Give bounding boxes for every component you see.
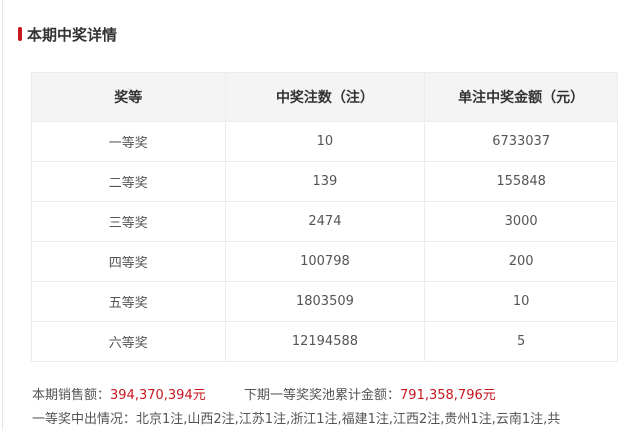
left-border (2, 0, 3, 430)
cell-amount: 3000 (424, 201, 618, 242)
cell-amount: 155848 (424, 161, 618, 202)
cell-count: 2474 (224, 201, 426, 242)
first-prize-distribution: 一等奖中出情况：北京1注,山西2注,江苏1注,浙江1注,福建1注,江西2注,贵州… (32, 412, 561, 427)
cell-level: 三等奖 (31, 201, 226, 242)
cell-level: 五等奖 (31, 281, 226, 322)
sales-value: 394,370,394元 (110, 388, 206, 403)
header-count: 中奖注数（注） (224, 72, 426, 122)
cell-level: 六等奖 (31, 321, 226, 362)
table-header-row: 奖等 中奖注数（注） 单注中奖金额（元） (31, 72, 618, 122)
pool-label: 下期一等奖奖池累计金额： (244, 388, 401, 403)
table-row: 二等奖 139 155848 (31, 161, 618, 202)
cell-amount: 5 (424, 321, 618, 362)
table-row: 五等奖 1803509 10 (31, 281, 618, 322)
cell-level: 一等奖 (31, 121, 226, 162)
sales-summary: 本期销售额：394,370,394元 下期一等奖奖池累计金额：791,358,7… (32, 384, 496, 403)
title-accent-bar (18, 27, 22, 41)
cell-level: 四等奖 (31, 241, 226, 282)
header-amount: 单注中奖金额（元） (424, 72, 618, 122)
prize-table: 奖等 中奖注数（注） 单注中奖金额（元） 一等奖 10 6733037 二等奖 139 1… (31, 72, 618, 362)
section-title-text: 本期中奖详情 (27, 25, 118, 44)
cell-amount: 200 (424, 241, 618, 282)
cell-count: 10 (224, 121, 426, 162)
cell-count: 12194588 (224, 321, 426, 362)
cell-amount: 10 (424, 281, 618, 322)
table-row: 四等奖 100798 200 (31, 241, 618, 282)
table-row: 六等奖 12194588 5 (31, 321, 618, 362)
cell-count: 1803509 (224, 281, 426, 322)
header-level: 奖等 (31, 72, 226, 122)
cell-count: 139 (224, 161, 426, 202)
section-title: 本期中奖详情 (18, 24, 117, 44)
cell-level: 二等奖 (31, 161, 226, 202)
cell-amount: 6733037 (424, 121, 618, 162)
table-row: 一等奖 10 6733037 (31, 121, 618, 162)
sales-label: 本期销售额： (32, 388, 111, 403)
table-row: 三等奖 2474 3000 (31, 201, 618, 242)
cell-count: 100798 (224, 241, 426, 282)
pool-value: 791,358,796元 (400, 388, 496, 403)
